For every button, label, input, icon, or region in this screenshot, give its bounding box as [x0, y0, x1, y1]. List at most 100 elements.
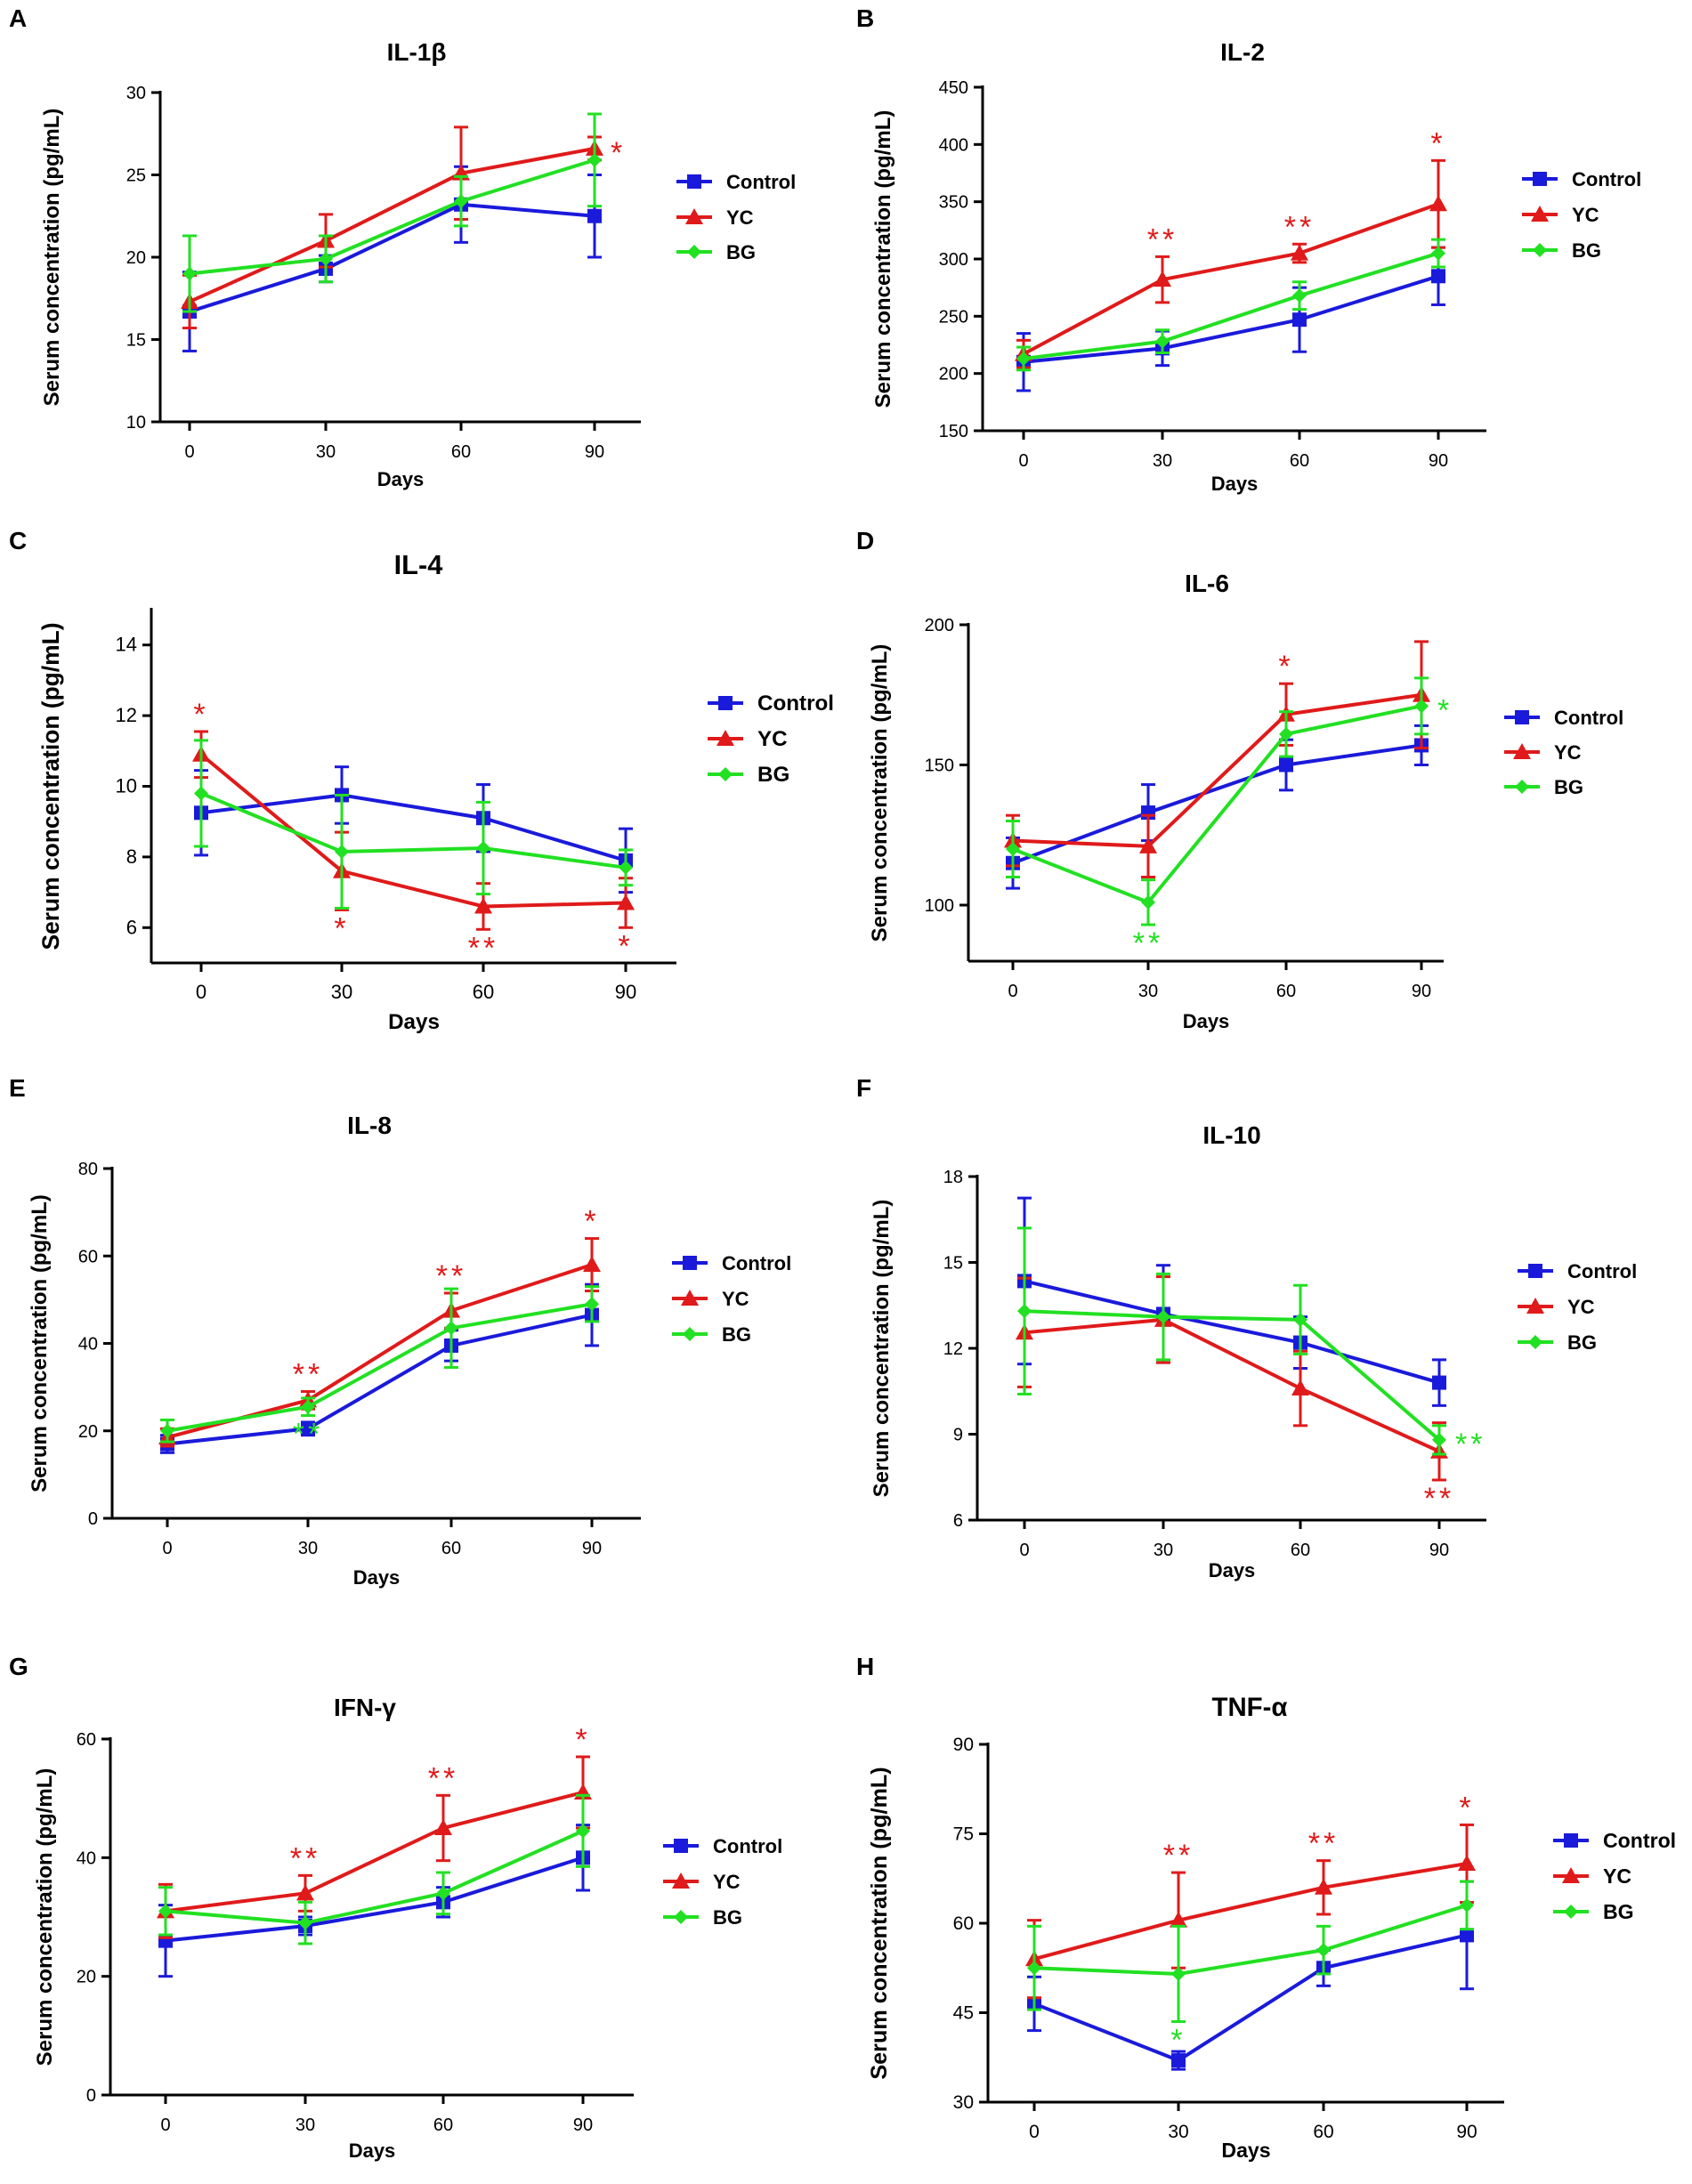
- panel-d-bg-point-3: [1414, 699, 1429, 714]
- panel-h-ytick-label: 60: [953, 1913, 974, 1934]
- panel-f-significance-0: **: [1455, 1428, 1486, 1461]
- panel-a-legend: Control YC BG: [676, 171, 796, 263]
- panel-c-ytick-label: 12: [116, 704, 137, 726]
- panel-h-significance-2: **: [1308, 1827, 1339, 1861]
- panel-e-yc-line: [166, 1263, 593, 1440]
- panel-f-legend-label-bg: BG: [1567, 1331, 1597, 1354]
- panel-a-bg-point-0: [182, 266, 197, 281]
- panel-f-control-line: [1024, 1279, 1440, 1385]
- panel-d-xtick-label: 60: [1276, 982, 1296, 1001]
- panel-a-control-point-3: [587, 208, 602, 223]
- panel-a-ytick-label: 30: [126, 84, 146, 103]
- panel-f-yc-point-2: [1291, 1379, 1309, 1396]
- panel-f-xtick-label: 90: [1429, 1541, 1449, 1560]
- panel-e-yc-point-legend: [681, 1290, 699, 1306]
- panel-b-bg-point-0: [1016, 351, 1031, 366]
- panel-g-legend-label-yc: YC: [713, 1871, 741, 1893]
- panel-c-legend-label-control: Control: [757, 692, 834, 716]
- panel-a-bg-point-legend: [687, 245, 701, 259]
- panel-a-series-yc: [181, 125, 603, 330]
- panel-a-control-line: [189, 202, 595, 313]
- panel-a-ytick-label: 25: [126, 166, 146, 186]
- panel-f-bg-point-3: [1432, 1432, 1446, 1447]
- panel-a-bg-point-3: [587, 152, 602, 167]
- panel-f-ytick-label: 15: [943, 1254, 963, 1274]
- panel-g-control-point-legend: [674, 1839, 688, 1853]
- panel-h-legend: Control YC BG: [1553, 1829, 1676, 1923]
- panel-f-bg-point-0: [1017, 1304, 1032, 1319]
- panel-f-series-yc: [1016, 1275, 1448, 1482]
- panel-h-xtick-label: 90: [1456, 2122, 1477, 2142]
- panel-g-control-line: [165, 1856, 584, 1943]
- panel-b-ytick-label: 250: [939, 307, 968, 327]
- panel-g-xtick-label: 30: [295, 2115, 315, 2135]
- panel-h-xtick-label: 60: [1313, 2122, 1333, 2142]
- panel-d-ytick-label: 100: [925, 896, 954, 916]
- panel-d-control-line: [1012, 743, 1422, 865]
- panel-d-label: D: [856, 527, 874, 554]
- panel-g-significance-0: **: [290, 1841, 320, 1875]
- panel-d-series-yc: [1004, 640, 1430, 878]
- panel-h-yc-line: [1033, 1862, 1468, 1962]
- panel-h-legend-label-bg: BG: [1603, 1900, 1634, 1923]
- panel-c-ytick-label: 6: [126, 916, 137, 938]
- panel-b-control-point-legend: [1533, 172, 1547, 186]
- panel-f-legend-label-yc: YC: [1567, 1296, 1595, 1318]
- panel-b-yc-point-legend: [1531, 206, 1549, 222]
- panel-b-control-point-2: [1292, 312, 1307, 328]
- panel-g-bg-point-2: [436, 1886, 450, 1901]
- panel-c-xtick-label: 30: [331, 981, 352, 1003]
- panel-c-yc-point-3: [617, 894, 635, 910]
- panel-b-bg-point-3: [1431, 246, 1445, 261]
- panel-c-ytick-label: 14: [116, 634, 137, 656]
- panel-f-ytick-label: 9: [953, 1426, 963, 1445]
- panel-c-yc-line: [199, 753, 627, 909]
- panel-d-bg-point-2: [1279, 726, 1293, 741]
- panel-d-yc-point-1: [1139, 837, 1157, 853]
- panel-g-title: IFN-γ: [334, 1694, 396, 1721]
- panel-e-series-yc: [158, 1237, 601, 1448]
- panel-c-xtick-label: 90: [615, 981, 636, 1003]
- panel-g-bg-point-3: [576, 1824, 590, 1839]
- panel-c-series-bg: [194, 739, 633, 910]
- panel-h-control-point-1: [1171, 2053, 1186, 2068]
- panel-c-yc-point-2: [474, 897, 492, 914]
- panel-h-bg-point-legend: [1564, 1905, 1578, 1919]
- panel-e-title: IL-8: [347, 1112, 392, 1139]
- panel-g-bg-point-1: [298, 1915, 312, 1930]
- panel-e-ytick-label: 60: [78, 1247, 98, 1266]
- panel-b-series-yc: [1015, 158, 1447, 369]
- panel-e-control-line: [166, 1313, 593, 1446]
- panel-f-bg-point-1: [1156, 1309, 1170, 1324]
- panel-a-label: A: [9, 4, 27, 32]
- panel-d-xtick-label: 90: [1412, 982, 1431, 1001]
- panel-f-ytick-label: 12: [943, 1339, 963, 1359]
- panel-d-xtick-label: 30: [1138, 982, 1158, 1001]
- panel-b-yc-point-2: [1291, 244, 1308, 261]
- panel-b-xlabel: Days: [1211, 473, 1259, 495]
- panel-g-yc-line: [165, 1791, 584, 1913]
- panel-b-title: IL-2: [1220, 38, 1265, 66]
- panel-e-yc-point-3: [583, 1256, 601, 1273]
- panel-f-series-bg: [1017, 1226, 1446, 1456]
- panel-d-legend: Control YC BG: [1504, 707, 1623, 798]
- panel-c-series-yc: [192, 730, 635, 931]
- panel-h-title: TNF-α: [1212, 1693, 1288, 1722]
- panel-c-xtick-label: 0: [196, 981, 206, 1003]
- panel-b-ytick-label: 200: [939, 365, 968, 384]
- panel-e-bg-point-0: [160, 1423, 174, 1438]
- panel-b-ytick-label: 450: [939, 78, 968, 98]
- panel-g-ytick-label: 40: [77, 1848, 96, 1868]
- panel-c-ytick-label: 10: [116, 775, 137, 797]
- panel-h-yc-point-2: [1315, 1878, 1332, 1895]
- panel-d-control-point-2: [1279, 757, 1293, 772]
- panel-e-ylabel: Serum concentration (pg/mL): [28, 1194, 52, 1492]
- panel-h-ytick-label: 30: [953, 2092, 974, 2113]
- panel-b-xtick-label: 90: [1429, 451, 1448, 471]
- panel-a-control-point-legend: [687, 174, 701, 189]
- panel-e-ytick-label: 80: [78, 1160, 98, 1179]
- panel-c: C IL-4 6 8 10 12 14 0 30 60 90 Days Serum concentrat…: [9, 527, 834, 1034]
- panel-c-ylabel: Serum concentration (pg/mL): [37, 622, 64, 950]
- panel-h-bg-point-1: [1171, 1966, 1186, 1981]
